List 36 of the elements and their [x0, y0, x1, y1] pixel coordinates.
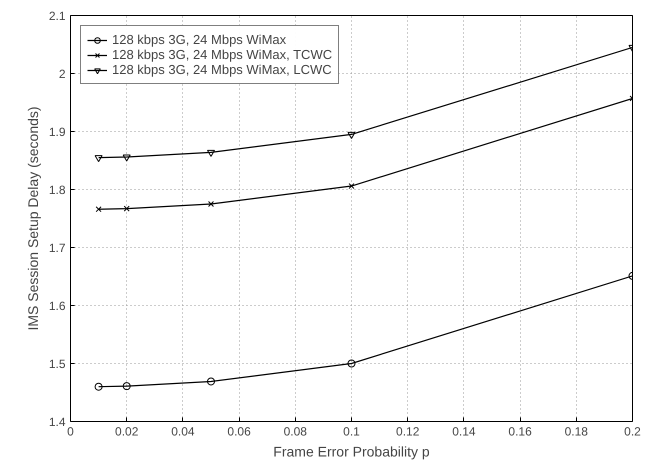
y-tick-label: 1.9 [48, 125, 66, 139]
legend-label: 128 kbps 3G, 24 Mbps WiMax, LCWC [112, 62, 332, 77]
x-tick-label: 0.16 [508, 424, 532, 438]
y-tick-label: 1.7 [48, 241, 66, 255]
y-tick-label: 1.8 [48, 183, 66, 197]
point [348, 132, 356, 139]
point [94, 155, 103, 162]
point [348, 183, 354, 189]
x-axis-title: Frame Error Probability p [273, 444, 430, 460]
x-tick-label: 0.12 [396, 424, 420, 438]
point [207, 150, 215, 157]
x-tick-label: 0.14 [452, 424, 476, 438]
y-tick-label: 1.5 [48, 357, 66, 371]
x-tick-label: 0.18 [564, 424, 588, 438]
x-tick-label: 0.06 [227, 424, 252, 438]
x-tick-label: 0.04 [171, 424, 195, 438]
y-tick-label: 1.6 [48, 299, 66, 313]
y-tick-label: 2.1 [48, 9, 66, 23]
point [124, 206, 130, 212]
y-axis-title: IMS Session Setup Delay (seconds) [24, 106, 41, 331]
y-tick-label: 2 [58, 67, 66, 81]
x-tick-label: 0.02 [115, 424, 139, 438]
x-tick-label: 0.1 [343, 424, 360, 438]
y-tick-label: 1.4 [48, 415, 66, 429]
legend-label: 128 kbps 3G, 24 Mbps WiMax, TCWC [112, 47, 332, 62]
x-tick-label: 0.08 [284, 424, 308, 438]
point [207, 377, 215, 386]
legend-label: 128 kbps 3G, 24 Mbps WiMax [112, 32, 286, 47]
x-tick-label: 0.2 [624, 424, 642, 438]
point [122, 154, 131, 162]
point [208, 201, 214, 207]
point [94, 382, 103, 391]
point [122, 382, 131, 390]
x-tick-label: 0 [67, 424, 74, 438]
point [348, 360, 356, 368]
point [96, 206, 102, 212]
